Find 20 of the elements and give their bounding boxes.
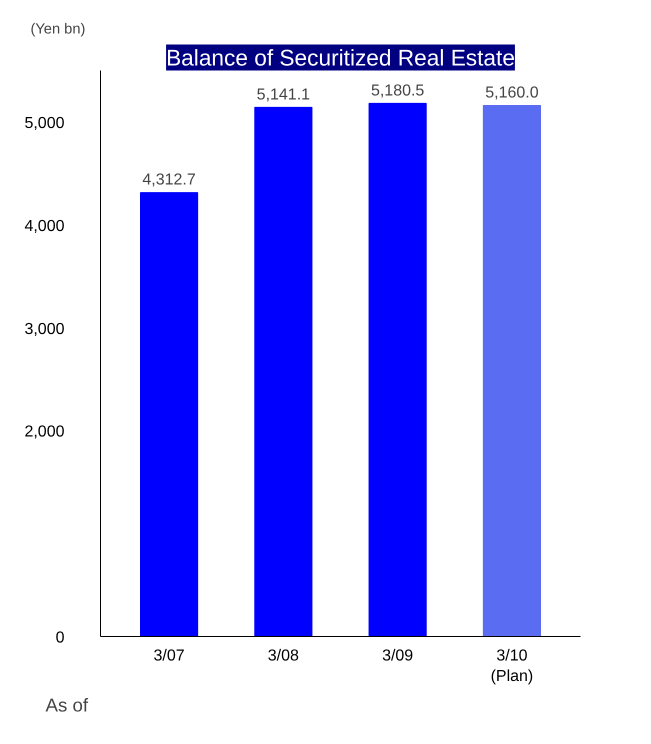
- bar: [254, 106, 312, 636]
- y-tick-label: 3,000: [24, 320, 65, 338]
- bar: [482, 104, 541, 636]
- x-tick-label: 3/09: [382, 648, 414, 664]
- bar: [368, 102, 427, 636]
- chart-title: Balance of Securitized Real Estate: [166, 44, 515, 70]
- x-tick-label: 3/10 (Plan): [490, 648, 534, 685]
- data-label: 5,160.0: [485, 84, 539, 102]
- x-tick-label: 3/08: [268, 648, 300, 664]
- y-tick-label: 2,000: [24, 424, 65, 441]
- bar: [140, 192, 198, 636]
- data-label: 4,312.7: [142, 172, 196, 189]
- y-tick-label: 4,000: [24, 218, 65, 235]
- text: As of: [46, 694, 89, 716]
- data-label: 5,180.5: [370, 82, 424, 100]
- y-tick-label: 0: [56, 630, 65, 646]
- data-label: 5,141.1: [256, 86, 310, 104]
- x-tick-label: 3/07: [154, 648, 185, 664]
- y-axis-title: (Yen bn): [30, 22, 86, 38]
- y-tick-label: 5,000: [24, 114, 65, 132]
